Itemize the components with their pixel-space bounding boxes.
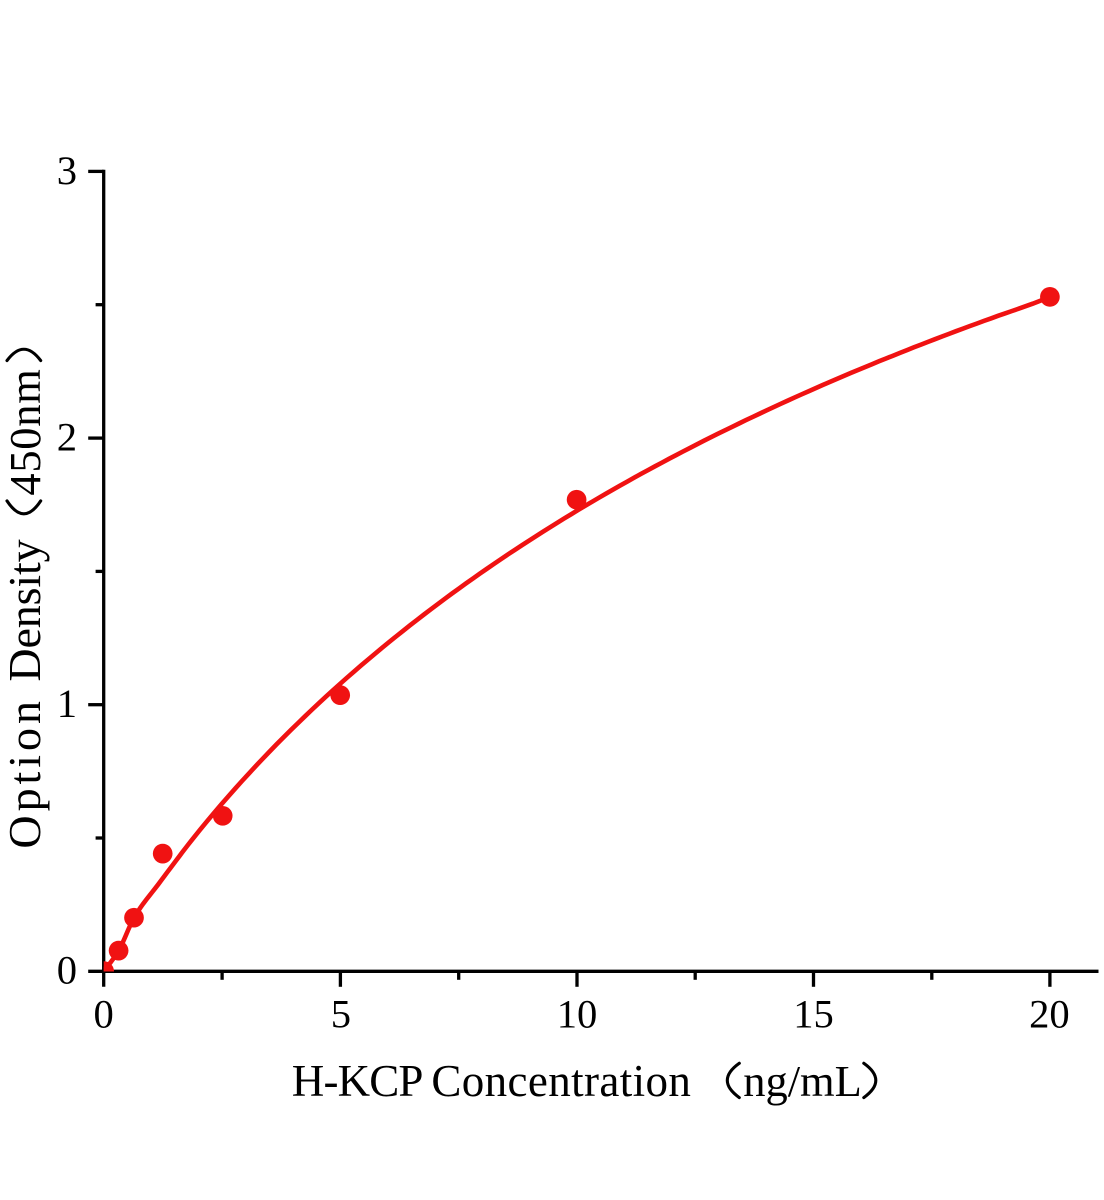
svg-text:H-KCP Concentration: H-KCP Concentration (292, 1056, 692, 1106)
svg-text:ng/mL: ng/mL (743, 1056, 862, 1106)
svg-text:0: 0 (57, 948, 77, 993)
svg-text:1: 1 (57, 681, 77, 726)
svg-text:0: 0 (94, 991, 114, 1036)
svg-text:15: 15 (793, 991, 834, 1036)
svg-text:Option Density: Option Density (0, 539, 50, 848)
svg-text:450nm: 450nm (0, 368, 50, 495)
svg-text:2: 2 (57, 415, 77, 460)
svg-text:20: 20 (1029, 991, 1070, 1036)
svg-text:3: 3 (57, 148, 77, 193)
svg-text:10: 10 (557, 991, 598, 1036)
svg-text:5: 5 (331, 991, 351, 1036)
